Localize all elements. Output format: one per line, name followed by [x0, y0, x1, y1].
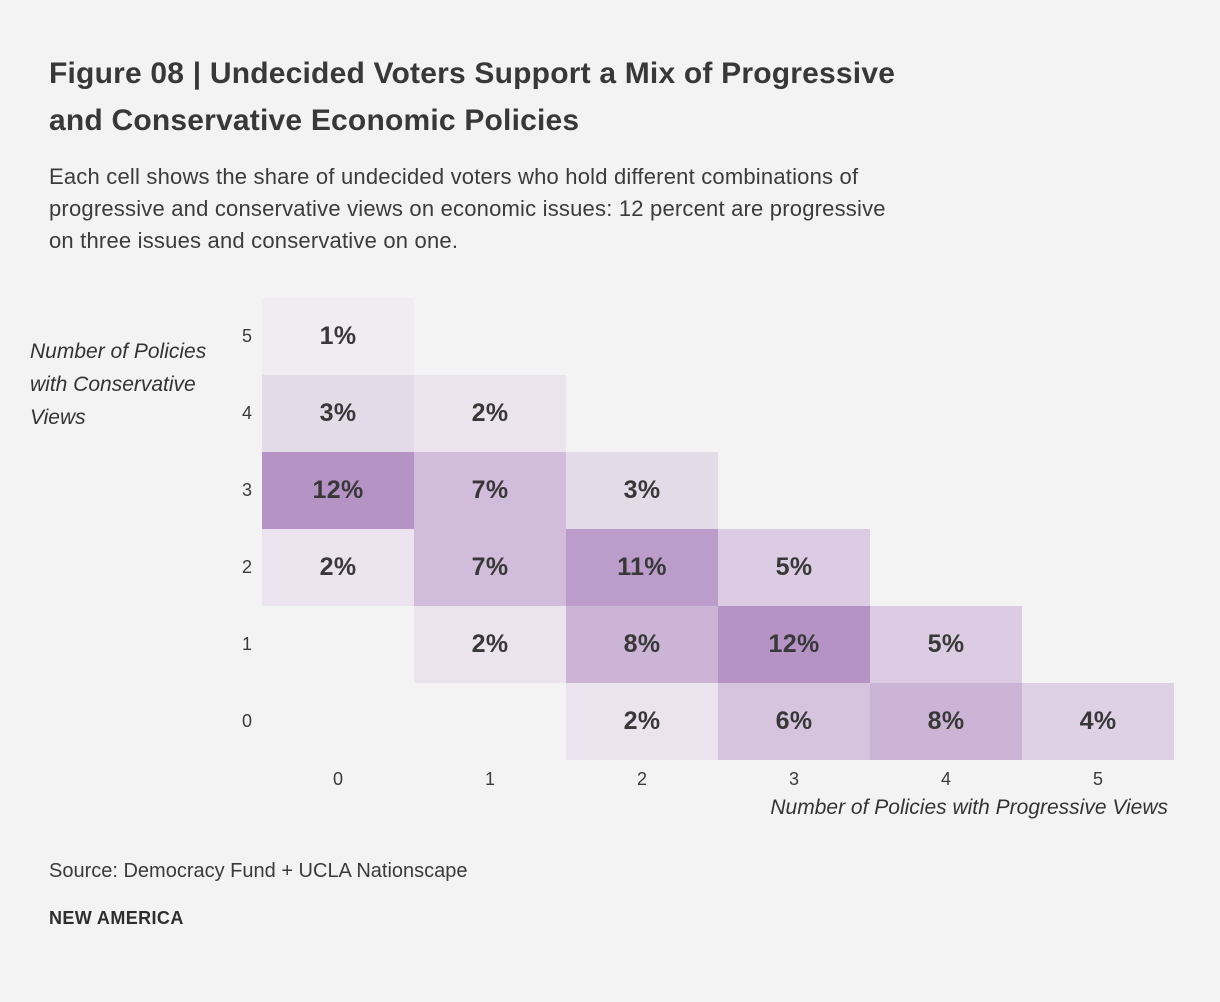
y-tick-label: 5: [241, 326, 252, 346]
heatmap-cell-p3-c1: 12%: [718, 606, 870, 683]
x-tick-label: 1: [484, 769, 495, 789]
y-tick-label: 2: [241, 557, 252, 577]
heatmap-cell-p0-c3: 12%: [262, 452, 414, 529]
heatmap-cell-p2-c2: 11%: [566, 529, 718, 606]
y-axis-label-line-2: with Conservative: [30, 373, 196, 396]
heatmap-cell-p1-c3: 7%: [414, 452, 566, 529]
heatmap-cell-p4-c1: 5%: [870, 606, 1022, 683]
heatmap-cell-p0-c2: 2%: [262, 529, 414, 606]
y-tick-label: 4: [241, 403, 252, 423]
y-axis-label-line-3: Views: [30, 406, 86, 429]
figure-subtitle-line-2: progressive and conservative views on ec…: [49, 196, 886, 221]
figure-title: Figure 08 | Undecided Voters Support a M…: [49, 50, 895, 144]
figure-title-line-1: Figure 08 | Undecided Voters Support a M…: [49, 57, 896, 90]
x-tick-label: 0: [332, 769, 343, 789]
x-tick-label: 4: [940, 769, 951, 789]
y-axis-label: Number of Policies with Conservative Vie…: [30, 335, 206, 434]
brand-logo: NEW AMERICA: [49, 908, 184, 928]
x-tick-label: 2: [636, 769, 647, 789]
figure-subtitle: Each cell shows the share of undecided v…: [49, 161, 886, 257]
heatmap-cell-p0-c5: 1%: [262, 298, 414, 375]
heatmap-cell-p5-c0: 4%: [1022, 683, 1174, 760]
heatmap-cell-p1-c2: 7%: [414, 529, 566, 606]
heatmap-cell-p2-c3: 3%: [566, 452, 718, 529]
x-tick-label: 3: [788, 769, 799, 789]
figure-subtitle-line-1: Each cell shows the share of undecided v…: [49, 164, 859, 189]
heatmap-cell-p1-c4: 2%: [414, 375, 566, 452]
heatmap-cell-p3-c0: 6%: [718, 683, 870, 760]
heatmap-cell-p1-c1: 2%: [414, 606, 566, 683]
y-tick-label: 0: [241, 711, 252, 731]
y-tick-label: 3: [241, 480, 252, 500]
y-tick-label: 1: [241, 634, 252, 654]
x-tick-label: 5: [1092, 769, 1103, 789]
heatmap-cell-p3-c2: 5%: [718, 529, 870, 606]
heatmap-cell-p4-c0: 8%: [870, 683, 1022, 760]
figure-subtitle-line-3: on three issues and conservative on one.: [49, 228, 459, 253]
figure-title-line-2: and Conservative Economic Policies: [49, 104, 580, 137]
source-note: Source: Democracy Fund + UCLA Nationscap…: [49, 860, 468, 882]
heatmap-cell-p0-c4: 3%: [262, 375, 414, 452]
heatmap-cell-p2-c1: 8%: [566, 606, 718, 683]
y-axis-label-line-1: Number of Policies: [30, 340, 207, 363]
heatmap-cell-p2-c0: 2%: [566, 683, 718, 760]
x-axis-label: Number of Policies with Progressive View…: [770, 796, 1168, 819]
